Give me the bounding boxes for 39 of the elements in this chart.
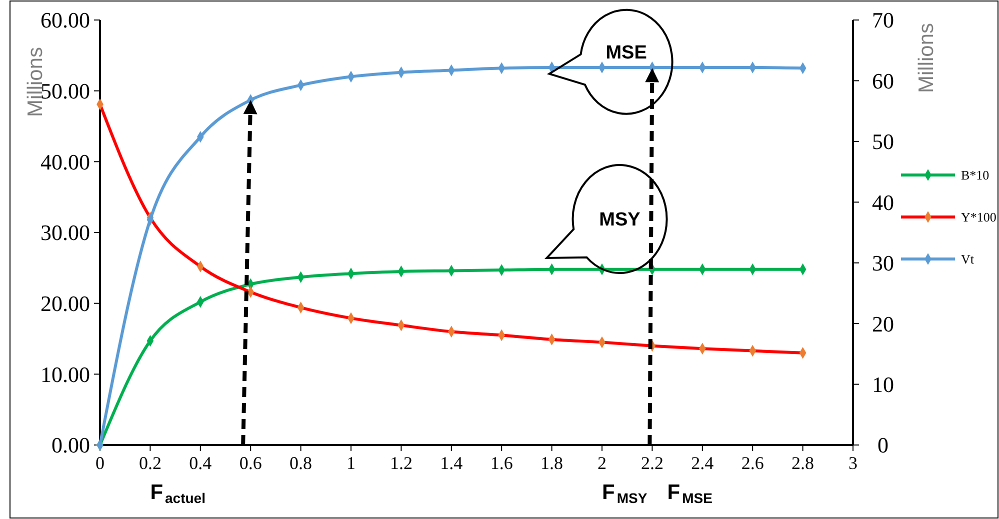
annotation: MSY — [599, 210, 641, 231]
y2-tick-label: 60 — [872, 68, 894, 94]
y-tick-label: 0.00 — [52, 432, 90, 458]
legend-label: Vt — [961, 252, 974, 267]
y-tick-label: 50.00 — [40, 78, 90, 104]
y2-tick-label: 30 — [872, 250, 894, 276]
text: F$_{MSE}$ — [667, 481, 712, 506]
y-tick-label: 60.00 — [40, 8, 90, 33]
y2-tick-label: 70 — [872, 8, 894, 33]
x-tick-label: 1 — [346, 453, 356, 473]
y-tick-label: 40.00 — [40, 149, 90, 174]
x-tick-label: 0.6 — [239, 453, 262, 473]
y2-axis-title: Millions — [915, 22, 938, 94]
y2-tick-label: 10 — [872, 372, 894, 397]
x-tick-label: 2.6 — [741, 453, 764, 473]
x-tick-label: 3 — [848, 453, 858, 473]
annotation: MSE — [606, 42, 647, 64]
x-tick-label: 1.8 — [540, 453, 564, 473]
x-tick-label: 0 — [96, 453, 104, 473]
legend-label: Y*100 — [961, 210, 996, 225]
x-tick-label: 2.2 — [640, 453, 664, 473]
x-tick-label: 2.8 — [792, 453, 814, 473]
x-tick-label: 1.6 — [490, 453, 513, 473]
text: F$_{MSY}$ — [602, 481, 648, 506]
y2-tick-label: 40 — [872, 190, 894, 215]
y-tick-label: 20.00 — [40, 291, 90, 316]
x-tick-label: 2.4 — [691, 453, 714, 473]
y-tick-label: 10.00 — [40, 362, 90, 387]
x-tick-label: 1.2 — [390, 453, 412, 473]
legend-label: B*10 — [961, 168, 990, 183]
x-tick-label: 0.8 — [290, 453, 312, 473]
text: F$_{actuel}$ — [150, 481, 206, 506]
y-tick-label: 30.00 — [40, 220, 90, 246]
x-tick-label: 1.4 — [440, 453, 463, 473]
x-tick-label: 0.4 — [189, 453, 212, 473]
y2-tick-label: 20 — [872, 311, 894, 336]
x-tick-label: 0.2 — [138, 453, 162, 473]
x-tick-label: 2 — [598, 453, 606, 473]
y2-tick-label: 50 — [872, 129, 894, 154]
